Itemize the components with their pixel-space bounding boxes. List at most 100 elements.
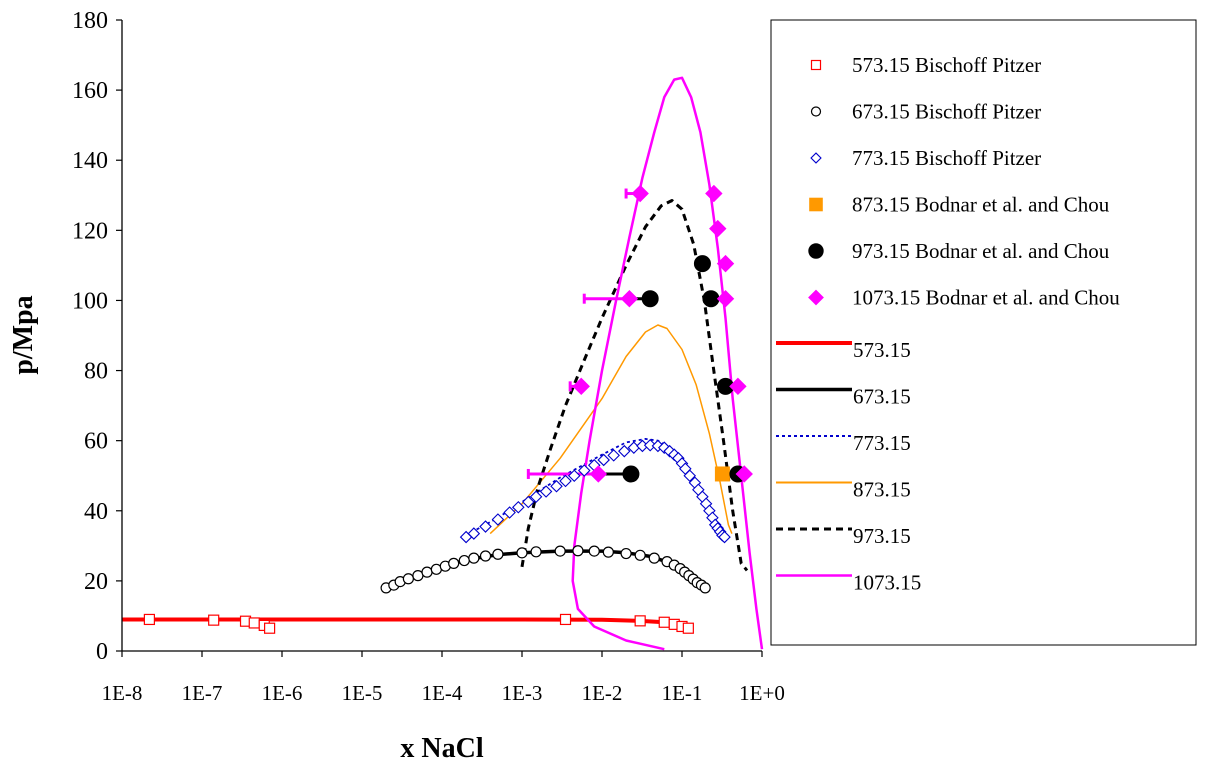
- line-series-973-15: [520, 199, 749, 572]
- legend-label: 773.15 Bischoff Pitzer: [852, 146, 1041, 170]
- legend-label: 673.15 Bischoff Pitzer: [852, 100, 1041, 124]
- data-point: [607, 449, 620, 462]
- data-point: [718, 530, 731, 544]
- data-point: [714, 466, 730, 482]
- data-point: [648, 552, 660, 564]
- data-point: [559, 474, 572, 488]
- data-point: [448, 557, 460, 569]
- data-point: [682, 622, 694, 634]
- data-point: [597, 453, 610, 467]
- legend-marker: [810, 106, 822, 117]
- legend-label: 573.15 Bischoff Pitzer: [852, 53, 1041, 77]
- data-point: [709, 219, 727, 238]
- data-point: [693, 255, 711, 273]
- legend: 573.15 Bischoff Pitzer 673.15 Bischoff Pi…: [776, 53, 1120, 595]
- x-tick-layer: 1E-8 1E-7 1E-6 1E-5 1E-4 1E-3 1E-2 1E-1 1E+0: [102, 651, 785, 705]
- data-point: [572, 377, 590, 396]
- data-point: [634, 549, 646, 561]
- data-point: [421, 566, 433, 578]
- data-point: [705, 184, 723, 203]
- y-axis-title: p/Mpa: [8, 295, 39, 374]
- data-point: [735, 465, 753, 483]
- data-point: [588, 545, 600, 557]
- data-point: [618, 444, 631, 458]
- data-point: [702, 290, 720, 308]
- data-point: [567, 469, 581, 483]
- legend-marker: [810, 59, 822, 71]
- legend-label: 573.15: [853, 338, 911, 362]
- x-tick-label: 1E+0: [739, 681, 785, 705]
- data-point: [550, 479, 563, 493]
- y-tick-label: 160: [72, 78, 108, 104]
- data-point: [516, 547, 528, 559]
- y-tick-label: 80: [84, 359, 108, 385]
- data-point: [412, 570, 424, 582]
- data-point: [620, 289, 639, 308]
- data-point: [529, 490, 543, 504]
- data-point: [620, 547, 632, 560]
- legend-label: 873.15 Bodnar et al. and Chou: [852, 193, 1110, 217]
- data-point: [458, 554, 470, 567]
- data-point: [143, 613, 155, 626]
- data-point: [264, 622, 276, 634]
- x-tick-label: 1E-2: [582, 681, 623, 705]
- legend-label: 1073.15 Bodnar et al. and Chou: [852, 286, 1120, 310]
- data-point: [491, 513, 505, 526]
- x-tick-label: 1E-3: [502, 681, 543, 705]
- data-point: [572, 545, 584, 557]
- data-point: [530, 546, 542, 558]
- x-tick-label: 1E-7: [182, 681, 223, 705]
- data-point: [658, 616, 670, 628]
- data-point: [554, 545, 566, 557]
- legend-marker: [809, 197, 823, 212]
- y-tick-label: 120: [72, 218, 108, 244]
- legend-label: 973.15 Bodnar et al. and Chou: [852, 239, 1110, 263]
- x-axis-title: x NaCl: [400, 733, 483, 764]
- data-point: [622, 465, 640, 483]
- y-tick-label: 180: [72, 8, 108, 34]
- legend-marker: [808, 289, 824, 306]
- legend-label: 973.15: [853, 524, 911, 548]
- marker-layer: [143, 184, 753, 634]
- x-tick-label: 1E-1: [662, 681, 703, 705]
- data-point: [467, 527, 481, 540]
- y-tick-label: 40: [84, 499, 108, 525]
- data-point: [641, 290, 659, 308]
- data-point: [479, 550, 492, 562]
- data-point: [512, 500, 525, 514]
- x-tick-label: 1E-8: [102, 681, 143, 705]
- data-point: [503, 506, 516, 519]
- legend-marker: [808, 243, 824, 259]
- data-point: [539, 485, 553, 498]
- data-point: [559, 613, 572, 626]
- data-point: [729, 377, 747, 396]
- data-point: [522, 495, 535, 509]
- data-point: [631, 184, 649, 203]
- y-tick-layer: 0 20 40 60 80 100 120 140 160 180: [72, 8, 122, 665]
- legend-marker: [810, 152, 822, 164]
- legend-label: 873.15: [853, 478, 911, 502]
- legend-box: [770, 19, 1197, 646]
- y-tick-label: 100: [72, 288, 108, 314]
- legend-label: 773.15: [853, 431, 911, 455]
- data-point: [402, 573, 414, 585]
- data-point: [577, 464, 591, 477]
- y-tick-label: 0: [96, 639, 108, 665]
- y-tick-label: 20: [84, 569, 108, 595]
- x-tick-label: 1E-4: [422, 681, 463, 705]
- legend-label: 673.15: [853, 385, 911, 409]
- x-tick-label: 1E-5: [342, 681, 383, 705]
- data-point: [643, 438, 657, 452]
- data-point: [699, 582, 711, 594]
- data-point: [683, 469, 697, 483]
- x-tick-label: 1E-6: [262, 681, 303, 705]
- data-point: [479, 520, 492, 533]
- data-point: [248, 617, 260, 629]
- data-point: [208, 614, 220, 626]
- legend-label: 1073.15: [853, 571, 921, 595]
- data-point: [716, 254, 735, 273]
- y-tick-label: 60: [84, 429, 108, 455]
- data-point: [634, 615, 646, 627]
- data-point: [602, 546, 614, 558]
